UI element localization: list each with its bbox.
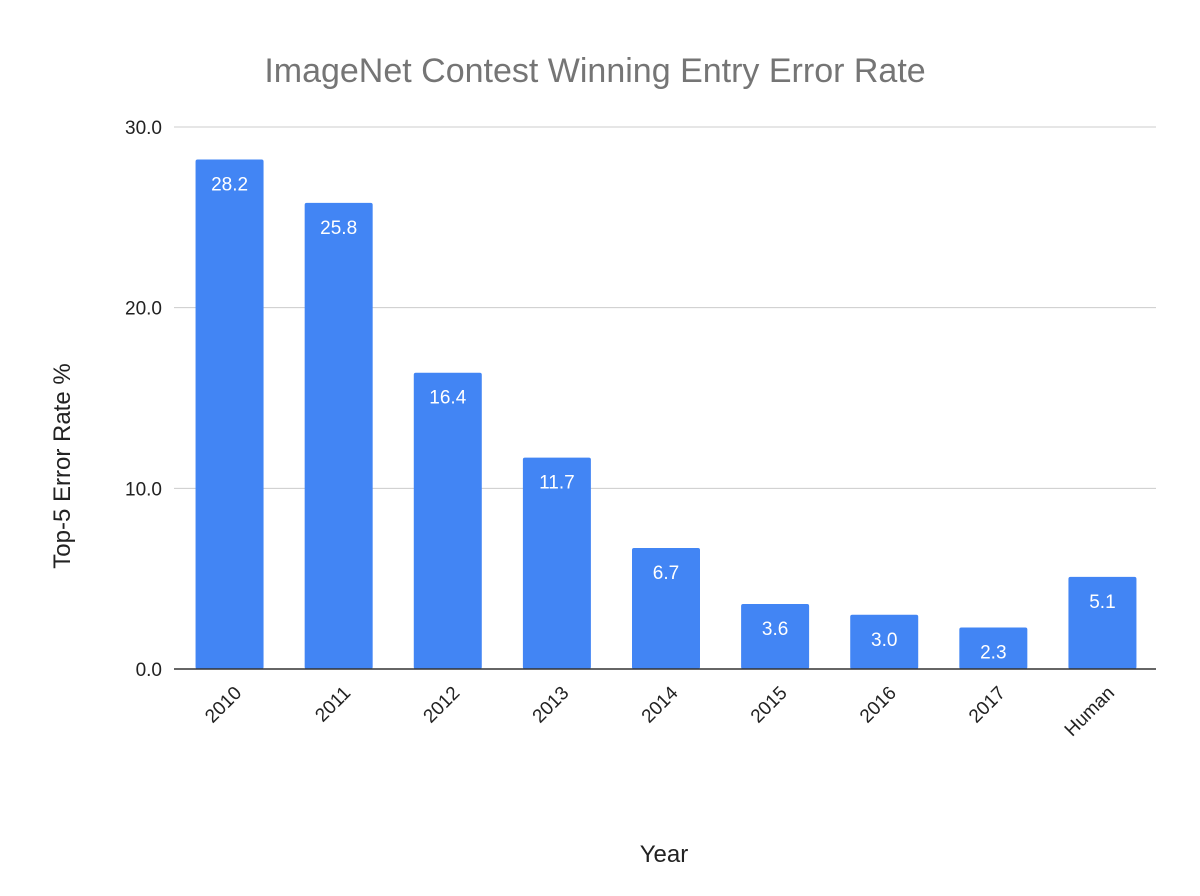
data-label: 3.0: [871, 630, 897, 651]
x-axis-title: Year: [640, 841, 689, 868]
data-label: 25.8: [320, 218, 357, 239]
data-label: 28.2: [211, 175, 248, 196]
y-axis-ticks: 0.0 10.0 20.0 30.0: [125, 118, 162, 681]
y-tick-label: 0.0: [136, 660, 162, 681]
y-tick-label: 20.0: [125, 299, 162, 320]
bar: [850, 614, 919, 669]
bar: [413, 372, 482, 669]
x-tick-label: 2014: [638, 682, 683, 727]
x-tick-label: 2017: [965, 683, 1010, 728]
bar: [741, 603, 810, 669]
value-labels: 28.2 25.8 16.4 11.7 6.7 3.6 3.0 2.3 5.1: [211, 175, 1116, 664]
x-tick-label: 2015: [747, 683, 792, 728]
bar: [632, 547, 700, 669]
data-label: 11.7: [539, 473, 575, 494]
bar: [1068, 576, 1137, 669]
data-label: 2.3: [980, 642, 1006, 663]
x-tick-label: 2010: [201, 683, 246, 728]
data-label: 3.6: [762, 619, 788, 640]
bar: [304, 202, 373, 669]
x-tick-label: 2011: [311, 683, 355, 727]
bar: [195, 159, 264, 669]
y-tick-label: 30.0: [125, 118, 162, 139]
chart-title: ImageNet Contest Winning Entry Error Rat…: [264, 52, 925, 90]
data-label: 16.4: [429, 388, 466, 409]
x-tick-label: 2012: [420, 683, 465, 728]
bar: [959, 627, 1028, 669]
x-tick-label: Human: [1061, 683, 1119, 741]
x-tick-label: 2013: [529, 683, 574, 728]
x-axis-ticks: 2010 2011 2012 2013 2014 2015 2016 2017 Human: [201, 682, 1119, 740]
x-tick-label: 2016: [856, 683, 901, 728]
y-axis-title: Top-5 Error Rate %: [49, 363, 76, 568]
y-tick-label: 10.0: [125, 479, 162, 500]
bar: [522, 457, 591, 669]
bars: [195, 159, 1137, 669]
data-label: 6.7: [653, 563, 679, 584]
data-label: 5.1: [1089, 592, 1115, 613]
